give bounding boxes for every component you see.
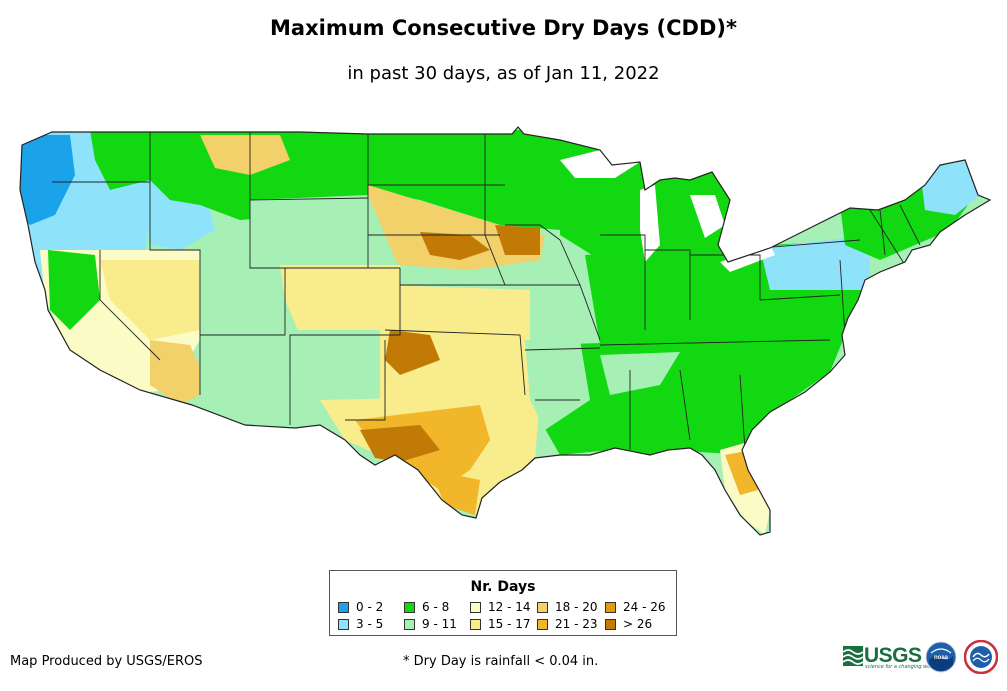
legend-swatch-7 bbox=[537, 619, 548, 630]
texas-severe bbox=[360, 425, 440, 462]
legend-swatch-5 bbox=[470, 619, 481, 630]
dakotas-green bbox=[368, 130, 580, 230]
nebraska-severe bbox=[420, 232, 490, 260]
usgs-wave-icon bbox=[843, 646, 863, 666]
map-subtitle: in past 30 days, as of Jan 11, 2022 bbox=[347, 63, 660, 84]
legend-item-2: 6 - 8 bbox=[404, 601, 449, 614]
noaa-logo-icon: noaa bbox=[925, 641, 957, 673]
montana-dry-patch bbox=[200, 135, 290, 175]
legend-item-8: 24 - 26 bbox=[605, 601, 666, 614]
legend-title: Nr. Days bbox=[470, 579, 536, 595]
nevada-yellow bbox=[100, 260, 200, 340]
northern-rockies-green bbox=[90, 130, 370, 220]
usgs-tagline: science for a changing world bbox=[865, 664, 937, 670]
gulf-coast-orange bbox=[430, 470, 480, 515]
legend-swatch-3 bbox=[404, 619, 415, 630]
legend-swatch-0 bbox=[338, 602, 349, 613]
legend-swatch-8 bbox=[605, 602, 616, 613]
iowa-severe bbox=[495, 225, 540, 255]
legend-swatch-9 bbox=[605, 619, 616, 630]
map-title: Maximum Consecutive Dry Days (CDD)* bbox=[270, 16, 737, 40]
olympic-coast-zone bbox=[20, 135, 75, 225]
lower-mississippi-mix bbox=[525, 340, 590, 430]
colorado-dry bbox=[280, 265, 400, 335]
legend-swatch-2 bbox=[404, 602, 415, 613]
legend: Nr. Days 0 - 2 3 - 5 6 - 8 9 - 11 12 - 1… bbox=[329, 570, 677, 636]
nws-logo-icon bbox=[964, 640, 998, 674]
maine-blue bbox=[920, 160, 980, 215]
noaa-wordmark: noaa bbox=[934, 655, 949, 661]
legend-item-0: 0 - 2 bbox=[338, 601, 383, 614]
legend-swatch-1 bbox=[338, 619, 349, 630]
sierra-green bbox=[48, 250, 100, 330]
usgs-logo: USGS science for a changing world bbox=[843, 642, 937, 670]
southeast-light bbox=[600, 352, 680, 395]
legend-swatch-6 bbox=[537, 602, 548, 613]
nebraska-dry bbox=[368, 185, 545, 270]
legend-item-6: 18 - 20 bbox=[537, 601, 598, 614]
dryness-field bbox=[20, 127, 990, 535]
usgs-wordmark: USGS bbox=[864, 644, 922, 667]
arizona-green bbox=[200, 330, 300, 425]
legend-item-5: 15 - 17 bbox=[470, 618, 531, 631]
legend-item-1: 3 - 5 bbox=[338, 618, 383, 631]
legend-item-7: 21 - 23 bbox=[537, 618, 598, 631]
lake-superior bbox=[560, 150, 640, 178]
legend-item-9: > 26 bbox=[605, 618, 652, 631]
plains-yellow bbox=[380, 285, 530, 420]
map-credit: Map Produced by USGS/EROS bbox=[10, 654, 203, 669]
central-valley-orange bbox=[150, 340, 210, 405]
legend-item-3: 9 - 11 bbox=[404, 618, 457, 631]
legend-item-4: 12 - 14 bbox=[470, 601, 531, 614]
state-borders bbox=[52, 132, 921, 451]
lake-huron bbox=[690, 195, 725, 238]
oklahoma-severe bbox=[385, 330, 440, 375]
legend-swatch-4 bbox=[470, 602, 481, 613]
lake-erie bbox=[720, 245, 775, 272]
dry-day-footnote: * Dry Day is rainfall < 0.04 in. bbox=[403, 654, 599, 669]
pennsylvania-blue bbox=[760, 235, 870, 290]
